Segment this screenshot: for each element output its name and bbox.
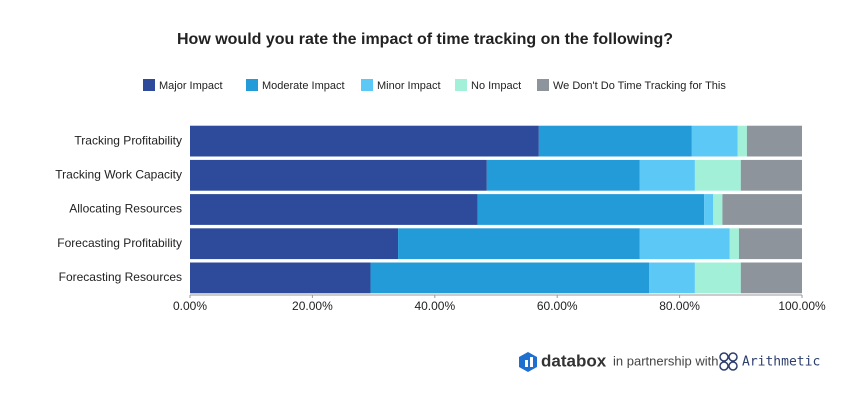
bar-segment — [738, 228, 802, 260]
x-tick-label: 80.00% — [659, 299, 700, 313]
bar-segment — [704, 194, 714, 225]
legend-label: No Impact — [471, 80, 521, 92]
bar-segment — [694, 159, 741, 191]
legend-label: Moderate Impact — [262, 80, 345, 92]
y-tick-label: Tracking Work Capacity — [55, 167, 182, 181]
y-tick-label: Tracking Profitability — [74, 133, 182, 147]
partnership-text: in partnership with — [613, 353, 719, 368]
legend-swatch — [537, 79, 549, 91]
x-tick-label: 40.00% — [414, 299, 455, 313]
bar-segment — [691, 125, 738, 157]
chart-title: How would you rate the impact of time tr… — [177, 31, 673, 48]
arithmetic-icon — [719, 352, 738, 371]
bar-segment — [477, 194, 705, 225]
databox-icon-bar — [525, 360, 528, 367]
bar-segment — [722, 194, 802, 225]
y-tick-label: Forecasting Profitability — [57, 236, 182, 250]
bar-segment — [740, 159, 802, 191]
bar-segment — [639, 228, 730, 260]
legend-label: Minor Impact — [377, 80, 441, 92]
x-tick-label: 60.00% — [537, 299, 578, 313]
databox-icon-bar — [530, 357, 533, 367]
bar-segment — [538, 125, 692, 157]
y-tick-label: Allocating Resources — [69, 202, 182, 216]
bar-segment — [190, 125, 539, 157]
bar-segment — [190, 228, 399, 260]
bar-segment — [649, 262, 695, 294]
databox-logo: databox — [541, 351, 607, 370]
bar-segment — [190, 159, 487, 191]
partner-logo: Arithmetic — [742, 355, 820, 370]
x-tick-label: 100.00% — [778, 299, 826, 313]
branding: databox in partnership with Arithmetic — [519, 351, 820, 372]
legend-swatch — [246, 79, 258, 91]
bar-segment — [370, 262, 649, 294]
bar-segment — [737, 125, 747, 157]
bar-segment — [190, 262, 371, 294]
bar-segment — [729, 228, 739, 260]
bar-segment — [639, 159, 695, 191]
bar-segment — [398, 228, 640, 260]
bar-segment — [746, 125, 802, 157]
y-tick-label: Forecasting Resources — [59, 270, 182, 284]
bar-segment — [713, 194, 723, 225]
legend-label: Major Impact — [159, 80, 223, 92]
bar-segment — [190, 194, 478, 225]
legend-label: We Don't Do Time Tracking for This — [553, 80, 726, 92]
x-tick-label: 0.00% — [173, 299, 207, 313]
legend-swatch — [143, 79, 155, 91]
bar-segment — [694, 262, 741, 294]
x-tick-label: 20.00% — [292, 299, 333, 313]
legend-swatch — [361, 79, 373, 91]
legend-swatch — [455, 79, 467, 91]
bar-segment — [486, 159, 640, 191]
bar-segment — [740, 262, 802, 294]
